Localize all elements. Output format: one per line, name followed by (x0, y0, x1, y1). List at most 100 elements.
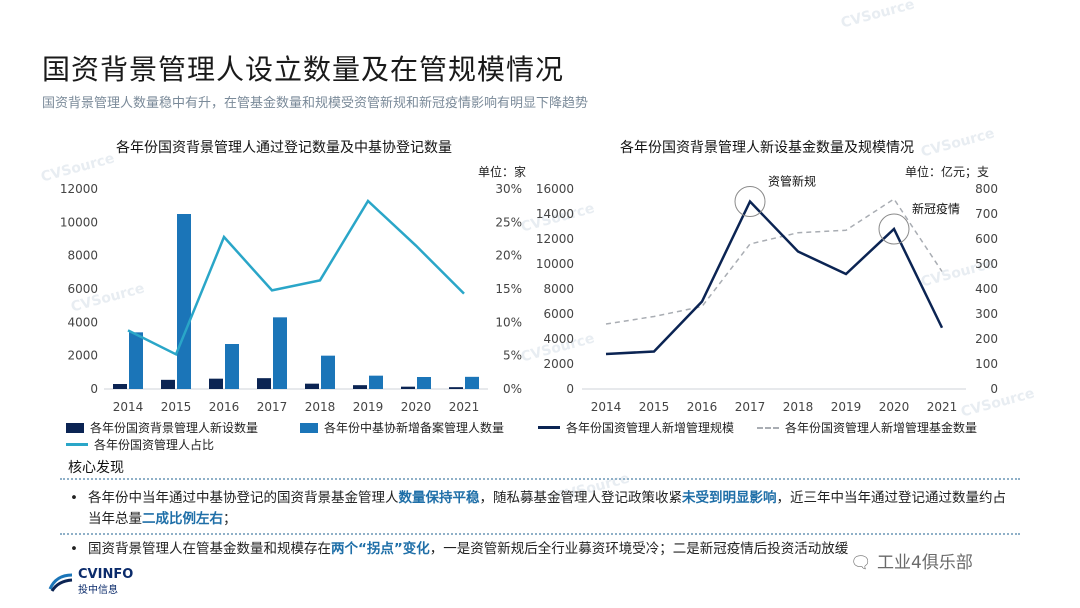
finding-segment: ，近三年中当年通过登记通过数量约占当年总量 (88, 490, 1006, 527)
y-left-tick-label: 12000 (60, 182, 98, 196)
y-left-tick-label: 6000 (67, 282, 98, 296)
y-left-tick-label: 4000 (543, 332, 574, 346)
y-right-tick-label: 600 (975, 232, 998, 246)
bar-amac-new-managers (273, 317, 287, 389)
x-tick-label: 2018 (305, 400, 336, 414)
line-new-fund-count (605, 197, 943, 325)
legend-label: 各年份国资管理人新增管理基金数量 (785, 421, 978, 435)
legend-label: 各年份中基协新增备案管理人数量 (324, 421, 505, 435)
finding-highlight: 数量保持平稳 (398, 490, 480, 506)
bar-new-managers (305, 383, 319, 389)
y-right-tick-label: 30% (495, 182, 522, 196)
y-right-tick-label: 800 (975, 182, 998, 196)
y-right-tick-label: 100 (975, 357, 998, 371)
finding-highlight: 二成比例左右 (142, 511, 223, 527)
x-tick-label: 2015 (161, 400, 192, 414)
y-left-tick-label: 8000 (67, 249, 98, 263)
x-tick-label: 2014 (113, 400, 144, 414)
findings-divider (60, 533, 1020, 535)
x-tick-label: 2020 (879, 400, 910, 414)
legend-swatch (757, 426, 779, 429)
y-right-tick-label: 20% (495, 249, 522, 263)
findings-divider (60, 478, 1020, 480)
y-right-tick-label: 200 (975, 332, 998, 346)
chart2-unit: 单位：亿元；支 (905, 165, 990, 179)
legend-swatch (300, 422, 318, 433)
y-left-tick-label: 0 (90, 382, 98, 396)
y-left-tick-label: 2000 (543, 357, 574, 371)
finding-segment: 国资背景管理人在管基金数量和规模存在 (88, 541, 331, 557)
line-share-ratio (127, 199, 465, 357)
bullet-dot: • (70, 490, 78, 506)
legend-item-chart1-series3: 各年份国资管理人占比 (66, 436, 214, 453)
x-tick-label: 2021 (449, 400, 480, 414)
finding-text: 国资背景管理人在管基金数量和规模存在两个“拐点”变化，一是资管新规后全行业募资环… (88, 539, 1008, 560)
finding-item-1: • 各年份中当年通过中基协登记的国资背景基金管理人数量保持平稳，随私募基金管理人… (70, 488, 1020, 532)
chart2-title: 各年份国资背景管理人新设基金数量及规模情况 (620, 140, 914, 156)
line-new-aum (605, 199, 944, 356)
finding-highlight: 未受到明显影响 (682, 490, 777, 506)
x-tick-label: 2017 (735, 400, 766, 414)
legend-label: 各年份国资管理人占比 (94, 438, 215, 452)
x-tick-label: 2016 (209, 400, 240, 414)
logo-mark-icon (48, 573, 73, 592)
legend-swatch (538, 426, 560, 429)
annotation-label: 资管新规 (768, 174, 816, 189)
legend-swatch (66, 443, 88, 446)
y-right-tick-label: 300 (975, 307, 998, 321)
annotation-circle (878, 213, 910, 245)
x-tick-label: 2021 (927, 400, 958, 414)
logo-subtext: 投中信息 (78, 585, 118, 596)
bar-amac-new-managers (225, 344, 239, 389)
y-left-tick-label: 4000 (67, 315, 98, 329)
bar-new-managers (257, 378, 271, 389)
finding-item-2: • 国资背景管理人在管基金数量和规模存在两个“拐点”变化，一是资管新规后全行业募… (70, 539, 1020, 561)
x-tick-label: 2020 (401, 400, 432, 414)
legend-item-chart2-series2: 各年份国资管理人新增管理基金数量 (757, 419, 977, 436)
annotation-circle (734, 186, 766, 217)
x-tick-label: 2019 (831, 400, 862, 414)
bar-new-managers (353, 385, 367, 389)
y-right-tick-label: 10% (495, 315, 522, 329)
bar-amac-new-managers (369, 375, 383, 389)
bar-amac-new-managers (417, 377, 431, 389)
bar-new-managers (209, 378, 223, 389)
finding-text: 各年份中当年通过中基协登记的国资背景基金管理人数量保持平稳，随私募基金管理人登记… (88, 488, 1008, 530)
y-left-tick-label: 14000 (536, 207, 574, 221)
bar-amac-new-managers (465, 376, 479, 389)
y-right-tick-label: 25% (495, 215, 522, 229)
legend-item-chart1-series1: 各年份国资背景管理人新设数量 (66, 419, 258, 436)
y-left-tick-label: 0 (566, 382, 574, 396)
y-left-tick-label: 16000 (536, 182, 574, 196)
y-left-tick-label: 10000 (60, 215, 98, 229)
wechat-icon: 🗨 (850, 553, 872, 573)
y-left-tick-label: 2000 (67, 349, 98, 363)
bar-new-managers (449, 387, 463, 389)
y-right-tick-label: 15% (495, 282, 522, 296)
annotation-label: 新冠疫情 (912, 201, 960, 216)
bar-new-managers (161, 379, 175, 389)
x-tick-label: 2019 (353, 400, 384, 414)
finding-highlight: 两个“拐点”变化 (331, 541, 430, 557)
y-left-tick-label: 8000 (543, 282, 574, 296)
wechat-account: 工业4俱乐部 (877, 553, 973, 573)
bar-amac-new-managers (321, 355, 335, 389)
y-right-tick-label: 700 (975, 207, 998, 221)
x-tick-label: 2016 (687, 400, 718, 414)
bullet-dot: • (70, 541, 78, 557)
x-tick-label: 2015 (639, 400, 670, 414)
finding-segment: ，随私募基金管理人登记政策收紧 (479, 490, 683, 506)
legend-label: 各年份国资管理人新增管理规模 (566, 421, 735, 435)
bar-amac-new-managers (177, 214, 191, 389)
y-right-tick-label: 400 (975, 282, 998, 296)
x-tick-label: 2017 (257, 400, 288, 414)
finding-segment: ； (223, 511, 237, 527)
page-title: 国资背景管理人设立数量及在管规模情况 (42, 53, 565, 86)
x-tick-label: 2014 (591, 400, 622, 414)
bar-new-managers (401, 386, 415, 389)
page-subtitle: 国资背景管理人数量稳中有升，在管基金数量和规模受资管新规和新冠疫情影响有明显下降… (42, 96, 589, 111)
chart1-title: 各年份国资背景管理人通过登记数量及中基协登记数量 (116, 140, 452, 156)
bar-amac-new-managers (129, 332, 143, 389)
findings-label: 核心发现 (68, 460, 124, 476)
